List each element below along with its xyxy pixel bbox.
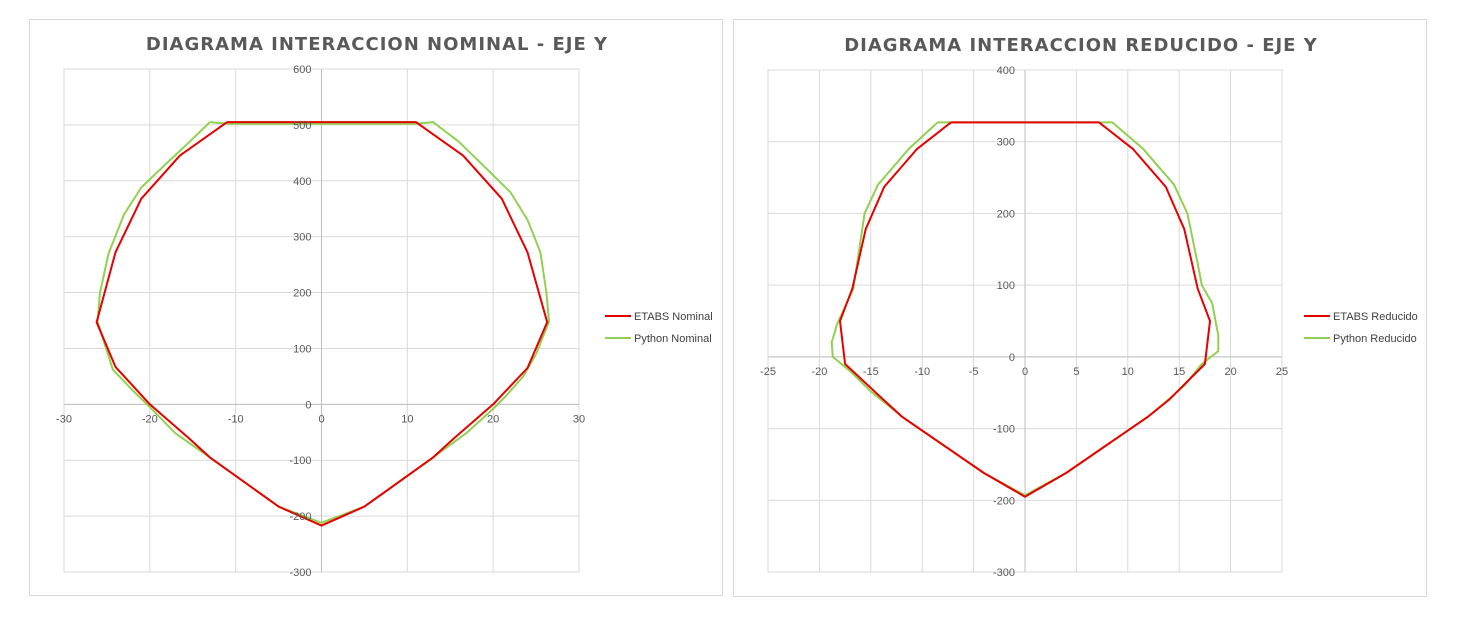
y-tick-label: -200 <box>289 511 311 523</box>
chart-title: DIAGRAMA INTERACCION REDUCIDO - EJE Y <box>844 35 1318 56</box>
y-tick-label: 500 <box>293 120 311 132</box>
series-line <box>839 121 1211 498</box>
x-tick-label: -30 <box>56 413 72 425</box>
x-tick-label: 20 <box>1224 366 1236 378</box>
legend-label: ETABS Nominal <box>634 311 713 323</box>
y-tick-label: 100 <box>293 343 311 355</box>
y-tick-label: -100 <box>289 455 311 467</box>
x-tick-label: -10 <box>228 413 244 425</box>
x-tick-label: -20 <box>811 366 827 378</box>
y-tick-label: 200 <box>293 288 311 300</box>
y-tick-label: -300 <box>993 567 1015 579</box>
y-tick-label: 0 <box>1009 352 1015 364</box>
legend-label: ETABS Reducido <box>1333 311 1418 323</box>
x-tick-label: 10 <box>1122 366 1134 378</box>
y-tick-label: 100 <box>997 280 1015 292</box>
series-line <box>95 121 549 527</box>
x-tick-label: -10 <box>914 366 930 378</box>
x-tick-label: -20 <box>142 413 158 425</box>
x-tick-label: -5 <box>969 366 979 378</box>
y-tick-label: 200 <box>997 208 1015 220</box>
x-tick-label: 30 <box>573 413 585 425</box>
y-tick-label: -300 <box>289 567 311 579</box>
y-tick-label: 600 <box>293 64 311 76</box>
x-tick-label: 5 <box>1073 366 1079 378</box>
x-tick-label: -15 <box>863 366 879 378</box>
chart-reducido-svg: DIAGRAMA INTERACCION REDUCIDO - EJE Y -2… <box>760 35 1418 579</box>
chart-nominal: DIAGRAMA INTERACCION NOMINAL - EJE Y -30… <box>29 19 723 596</box>
x-tick-label: 20 <box>487 413 499 425</box>
legend: ETABS Nominal Python Nominal <box>605 311 713 345</box>
y-tick-label: -100 <box>993 424 1015 436</box>
x-tick-label: -25 <box>760 366 776 378</box>
x-tick-label: 0 <box>1022 366 1028 378</box>
y-tick-label: 400 <box>293 176 311 188</box>
chart-reducido: DIAGRAMA INTERACCION REDUCIDO - EJE Y -2… <box>733 19 1427 597</box>
x-tick-label: 10 <box>401 413 413 425</box>
chart-nominal-svg: DIAGRAMA INTERACCION NOMINAL - EJE Y -30… <box>56 34 713 579</box>
x-tick-label: 0 <box>318 413 324 425</box>
series-line <box>96 121 550 524</box>
x-tick-label: 25 <box>1276 366 1288 378</box>
y-tick-label: 300 <box>997 137 1015 149</box>
y-tick-label: 0 <box>305 399 311 411</box>
legend: ETABS Reducido Python Reducido <box>1304 311 1418 345</box>
x-tick-label: 15 <box>1173 366 1185 378</box>
legend-label: Python Reducido <box>1333 333 1417 345</box>
y-tick-label: 300 <box>293 232 311 244</box>
legend-label: Python Nominal <box>634 333 712 345</box>
chart-title: DIAGRAMA INTERACCION NOMINAL - EJE Y <box>146 34 608 55</box>
y-tick-label: -200 <box>993 495 1015 507</box>
y-tick-label: 400 <box>997 65 1015 77</box>
